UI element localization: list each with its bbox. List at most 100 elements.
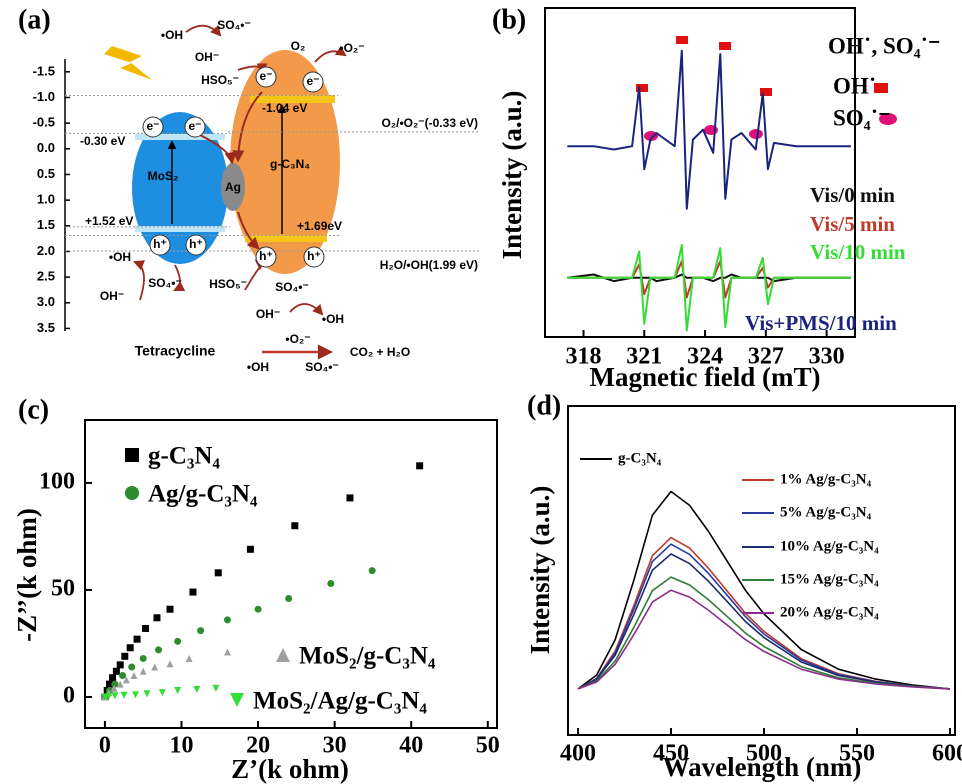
series-line xyxy=(577,589,951,690)
x-tick-label: 550 xyxy=(839,741,875,767)
annotation: OH⁻ xyxy=(100,289,124,303)
point xyxy=(174,637,182,645)
legend-annotation: SO₄˙⁻ xyxy=(833,105,890,130)
point xyxy=(139,667,147,675)
y-tick-label: 1.0 xyxy=(37,192,55,207)
point xyxy=(291,522,299,530)
point xyxy=(346,494,354,502)
point xyxy=(189,588,197,596)
legend-label: Vis/0 min xyxy=(810,183,895,207)
point xyxy=(327,580,335,588)
series-line xyxy=(577,553,951,690)
transfer-arrow xyxy=(237,211,260,250)
reaction-arrow xyxy=(289,303,324,316)
carrier-circle xyxy=(185,234,207,256)
point xyxy=(223,648,231,656)
point xyxy=(116,661,124,669)
point xyxy=(122,676,130,684)
band xyxy=(250,95,335,103)
annotation: •OH xyxy=(322,312,344,326)
annotation: e⁻ xyxy=(188,119,201,133)
annotation: SO₄•⁻ xyxy=(148,276,182,290)
point xyxy=(214,569,222,577)
legend-label: 10% Ag/g-C₃N₄ xyxy=(780,538,879,554)
legend-label: MoS₂/g-C₃N₄ xyxy=(299,643,436,670)
point xyxy=(110,684,118,692)
y-tick-label: 0 xyxy=(63,682,75,708)
level-label: H₂O/•OH(1.99 eV) xyxy=(380,258,478,272)
point xyxy=(111,680,119,688)
point xyxy=(223,616,231,624)
annotation: •OH xyxy=(109,250,131,264)
annotation: h⁺ xyxy=(259,249,273,263)
level-label: O₂/•O₂⁻(-0.33 eV) xyxy=(381,116,478,130)
legend-label: 20% Ag/g-C₃N₄ xyxy=(780,604,879,620)
level-label: -0.30 eV xyxy=(80,134,125,148)
annotation: SO₄•⁻ xyxy=(275,280,309,294)
annotation: e⁻ xyxy=(259,69,272,83)
point xyxy=(368,567,376,575)
legend-annotation: OH˙ xyxy=(833,73,876,98)
legend-annotation: OH˙, SO₄˙⁻ xyxy=(828,33,940,58)
so4-marker xyxy=(749,129,763,139)
y-axis-title: Intensity (a.u.) xyxy=(525,486,555,655)
reaction-arrow xyxy=(185,24,222,37)
point xyxy=(132,691,140,699)
series-line xyxy=(567,49,851,210)
annotation: O₂ xyxy=(291,39,306,53)
point xyxy=(143,690,151,698)
point xyxy=(126,644,134,652)
oh-marker xyxy=(636,84,648,92)
annotation: h⁺ xyxy=(153,237,167,251)
y-tick-label: 100 xyxy=(39,468,75,494)
annotation: Tetracycline xyxy=(135,343,216,359)
series-line xyxy=(577,490,951,690)
annotation: •OH xyxy=(247,360,269,374)
x-tick-label: 40 xyxy=(399,733,423,759)
point xyxy=(246,545,254,553)
point xyxy=(133,635,141,643)
carrier-circle xyxy=(184,116,206,138)
x-tick-label: 318 xyxy=(565,344,601,370)
panel-label: (a) xyxy=(18,4,51,35)
light-icon xyxy=(104,46,152,80)
point xyxy=(139,654,147,662)
transfer-arrow xyxy=(232,91,263,163)
legend-label: MoS₂/Ag/g-C₃N₄ xyxy=(253,688,427,715)
point xyxy=(254,605,262,613)
x-tick-label: 321 xyxy=(626,344,662,370)
legend-label: 1% Ag/g-C₃N₄ xyxy=(780,471,872,487)
band xyxy=(135,134,225,140)
annotation: MoS₂ xyxy=(148,169,179,183)
so4-marker xyxy=(644,131,658,141)
plot-frame xyxy=(84,419,498,729)
carrier-circle xyxy=(255,66,277,88)
point xyxy=(106,680,114,688)
point xyxy=(111,692,119,700)
point xyxy=(185,654,193,662)
y-tick-label: 0.0 xyxy=(37,140,55,155)
y-tick-label: 2.0 xyxy=(37,243,55,258)
x-tick-label: 400 xyxy=(560,741,596,767)
ag-particle xyxy=(221,163,245,211)
legend-marker xyxy=(230,693,244,707)
y-tick-label: 3.5 xyxy=(37,320,55,335)
legend-marker xyxy=(125,448,139,462)
band xyxy=(135,226,225,232)
y-tick-label: -0.5 xyxy=(33,115,55,130)
point xyxy=(119,672,127,680)
point xyxy=(212,684,220,692)
series-line xyxy=(577,543,951,690)
y-tick-label: 3.0 xyxy=(37,294,55,309)
level-label: +1.69eV xyxy=(297,219,342,233)
y-tick-label: -1.5 xyxy=(33,63,55,78)
point xyxy=(120,691,128,699)
carrier-circle xyxy=(142,116,164,138)
legend-so4-marker xyxy=(879,113,897,125)
annotation: HSO₅⁻ xyxy=(201,73,239,87)
y-tick-label: 50 xyxy=(51,575,75,601)
point xyxy=(416,462,424,470)
panel-label: (c) xyxy=(18,394,49,425)
y-tick-label: 1.5 xyxy=(37,217,55,232)
legend-label: 5% Ag/g-C₃N₄ xyxy=(780,504,872,520)
